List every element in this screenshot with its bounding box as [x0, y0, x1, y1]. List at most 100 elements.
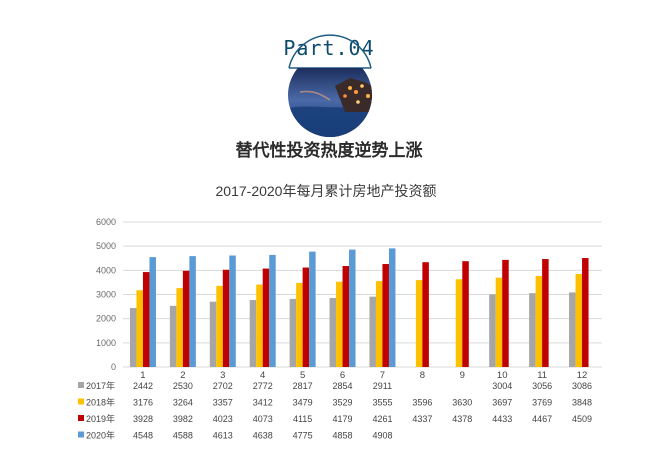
data-label: 4858: [333, 431, 353, 441]
data-label: 3086: [572, 381, 592, 391]
bar: [136, 290, 143, 367]
x-tick-label: 3: [220, 370, 225, 381]
data-label: 4023: [213, 414, 233, 424]
legend-label: 2019年: [86, 413, 115, 424]
bar: [222, 269, 230, 367]
ring-arc: [288, 34, 372, 69]
bar: [209, 301, 217, 367]
bar: [289, 298, 297, 367]
data-label: 4908: [372, 431, 392, 441]
bar: [582, 258, 589, 367]
bar: [329, 298, 337, 367]
data-label: 3769: [532, 398, 552, 408]
data-label: 3982: [173, 414, 193, 424]
y-tick-label: 1000: [96, 338, 116, 348]
legend-swatch: [78, 431, 84, 438]
data-label: 3412: [253, 398, 273, 408]
bar: [575, 274, 583, 367]
y-tick-label: 6000: [96, 217, 116, 227]
data-label: 4638: [253, 431, 273, 441]
data-label: 3479: [293, 398, 313, 408]
section-heading: 替代性投资热度逆势上涨: [235, 141, 423, 160]
legend-swatch: [78, 415, 84, 421]
bar: [302, 267, 310, 367]
data-label: 2702: [213, 381, 233, 391]
data-label: 3596: [412, 398, 432, 408]
chart-title: 2017-2020年每月累计房地产投资额: [216, 183, 437, 199]
x-tick-label: 2: [180, 370, 185, 381]
bar: [149, 257, 156, 367]
bar: [535, 275, 543, 367]
data-label: 3056: [532, 381, 552, 391]
bar: [256, 284, 263, 367]
data-label: 3630: [452, 398, 472, 408]
bar: [422, 262, 429, 367]
data-label: 4433: [492, 414, 512, 424]
data-label: 4337: [412, 414, 432, 424]
bar: [189, 256, 196, 367]
data-label: 3529: [333, 398, 353, 408]
data-label: 4179: [333, 414, 353, 424]
data-label: 3928: [133, 414, 153, 424]
bar: [455, 279, 463, 367]
bar: [142, 272, 150, 367]
data-label: 3848: [572, 398, 592, 408]
bar: [342, 266, 350, 367]
data-label: 4613: [213, 431, 233, 441]
x-tick-label: 9: [460, 370, 465, 381]
data-label: 4588: [173, 431, 193, 441]
x-tick-label: 12: [577, 370, 588, 381]
y-tick-label: 0: [111, 362, 116, 372]
bar: [495, 277, 503, 367]
bar: [369, 296, 376, 367]
legend-swatch: [78, 398, 84, 405]
bar: [529, 293, 536, 367]
part-label: Part.04: [283, 36, 375, 60]
data-label: 4073: [253, 414, 273, 424]
bar: [462, 261, 469, 367]
x-tick-label: 4: [260, 370, 265, 381]
bar: [262, 268, 270, 367]
bar: [216, 285, 223, 367]
legend-swatch: [78, 382, 84, 388]
bar: [375, 281, 383, 367]
data-label: 4378: [452, 414, 472, 424]
bar: [569, 292, 576, 367]
legend-label: 2018年: [86, 397, 115, 408]
y-tick-label: 3000: [96, 290, 116, 300]
bar: [336, 281, 343, 367]
data-label: 2854: [333, 381, 353, 391]
bar: [129, 307, 137, 367]
bar: [249, 300, 257, 367]
data-label: 3697: [492, 398, 512, 408]
legend-label: 2017年: [86, 380, 115, 391]
y-tick-label: 2000: [96, 314, 116, 324]
y-tick-label: 5000: [96, 241, 116, 251]
data-label: 4467: [532, 414, 552, 424]
bar: [415, 280, 423, 367]
data-label: 3555: [372, 398, 392, 408]
data-label: 2442: [133, 381, 153, 391]
bar: [309, 251, 316, 367]
legend-label: 2020年: [86, 430, 115, 441]
bar: [296, 282, 303, 367]
data-label: 3357: [213, 398, 233, 408]
data-label: 2911: [373, 381, 392, 391]
data-label: 3176: [133, 398, 153, 408]
data-label: 2817: [293, 381, 313, 391]
bar: [182, 270, 190, 367]
data-label: 4115: [293, 414, 312, 424]
data-label: 3004: [492, 381, 512, 391]
data-label: 4775: [293, 431, 313, 441]
bar: [176, 288, 183, 367]
data-label: 4261: [372, 414, 392, 424]
y-tick-label: 4000: [96, 265, 116, 275]
data-label: 3264: [173, 398, 193, 408]
x-tick-label: 1: [140, 370, 145, 381]
x-tick-label: 11: [537, 370, 547, 381]
bar: [169, 305, 177, 367]
bar: [542, 259, 549, 367]
x-tick-label: 6: [340, 370, 345, 381]
